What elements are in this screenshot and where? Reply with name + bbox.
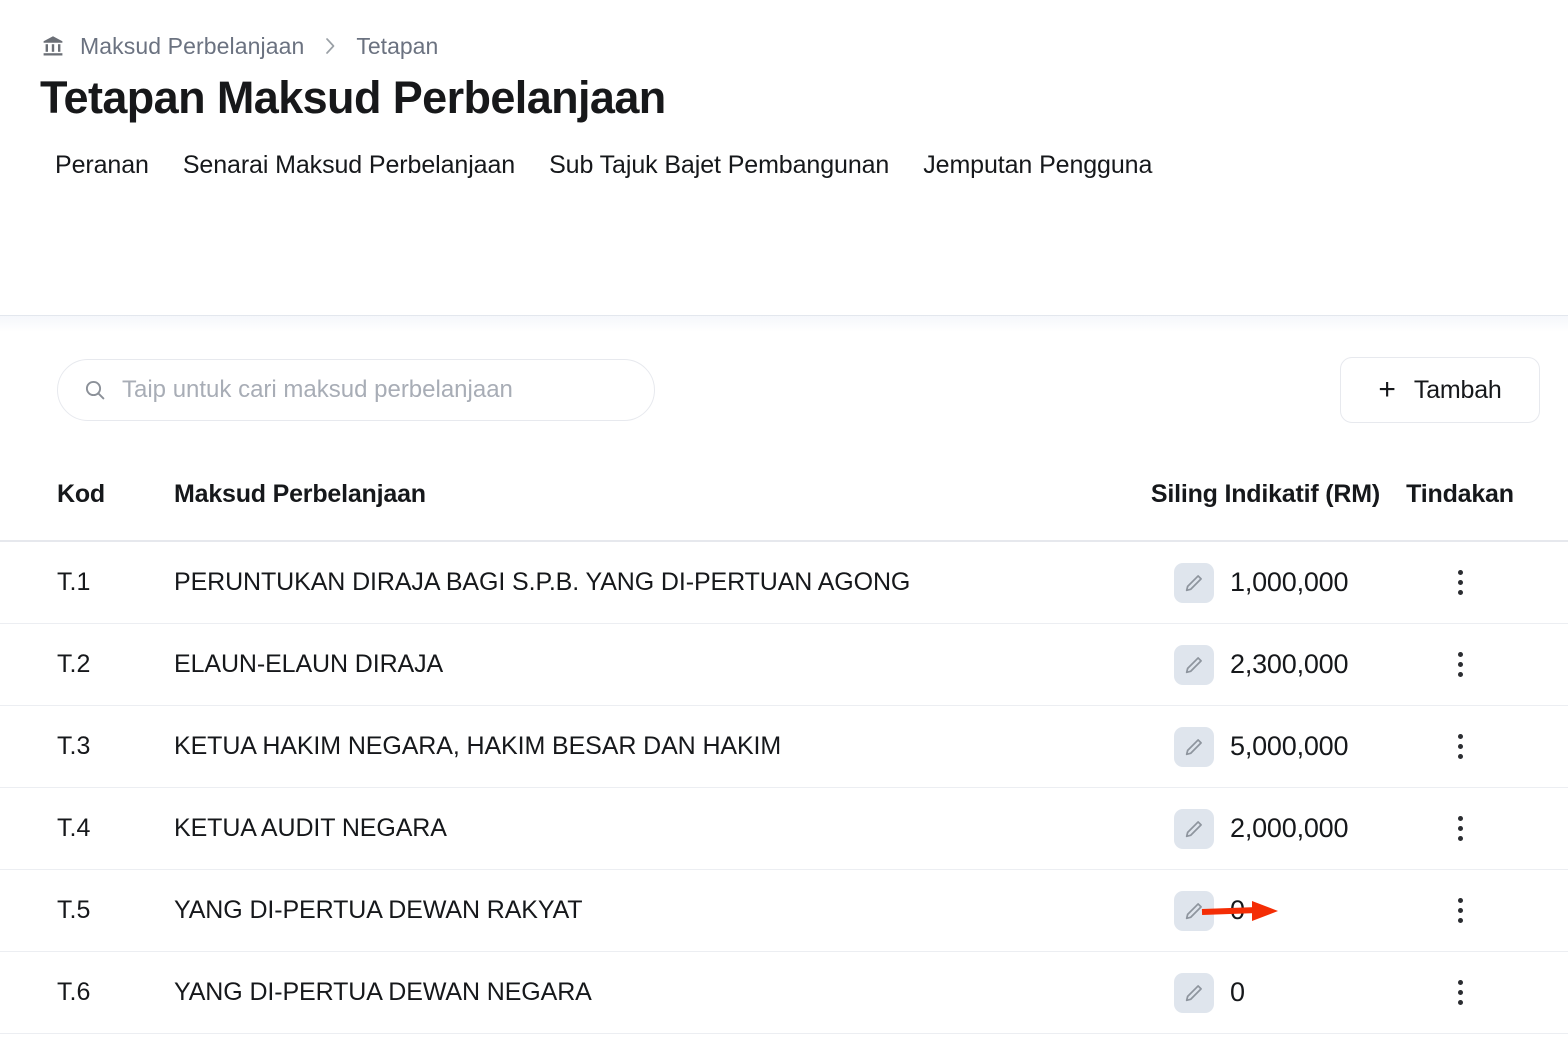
row-kod: T.2	[57, 650, 91, 678]
row-menu-icon[interactable]	[1443, 812, 1477, 846]
row-amount: 5,000,000	[1230, 731, 1349, 761]
row-value-cell: 0	[1060, 890, 1380, 931]
row-menu-icon[interactable]	[1443, 648, 1477, 682]
tab-bar: Peranan Senarai Maksud Perbelanjaan Sub …	[0, 124, 1568, 184]
column-header-name: Maksud Perbelanjaan	[174, 479, 426, 508]
add-button[interactable]: + Tambah	[1340, 357, 1540, 423]
row-amount: 1,000,000	[1230, 567, 1349, 597]
page-title: Tetapan Maksud Perbelanjaan	[40, 72, 666, 123]
row-value-cell: 1,000,000	[1060, 562, 1380, 603]
breadcrumb: Maksud Perbelanjaan Tetapan	[0, 0, 1568, 59]
row-name: PERUNTUKAN DIRAJA BAGI S.P.B. YANG DI-PE…	[174, 568, 911, 596]
tab-sub-tajuk-bajet-pembangunan[interactable]: Sub Tajuk Bajet Pembangunan	[549, 151, 890, 179]
tab-senarai-maksud-perbelanjaan[interactable]: Senarai Maksud Perbelanjaan	[182, 151, 516, 179]
column-header-action: Tindakan	[1406, 479, 1514, 508]
search-input[interactable]	[122, 376, 630, 404]
bank-icon	[40, 33, 66, 59]
toolbar: + Tambah	[0, 332, 1568, 448]
row-action-cell	[1380, 566, 1540, 600]
row-amount: 2,000,000	[1230, 813, 1349, 843]
chevron-right-icon	[318, 35, 342, 57]
row-kod: T.5	[57, 896, 91, 924]
row-value-cell: 5,000,000	[1060, 726, 1380, 767]
row-kod: T.3	[57, 732, 91, 760]
column-header-kod: Kod	[57, 479, 105, 508]
row-menu-icon[interactable]	[1443, 976, 1477, 1010]
maksud-perbelanjaan-table: Kod Maksud Perbelanjaan Siling Indikatif…	[0, 448, 1568, 1034]
section-divider	[0, 315, 1568, 316]
row-action-cell	[1380, 812, 1540, 846]
table-row: T.6 YANG DI-PERTUA DEWAN NEGARA 0	[0, 952, 1568, 1034]
row-kod: T.4	[57, 814, 91, 842]
table-row: T.3 KETUA HAKIM NEGARA, HAKIM BESAR DAN …	[0, 706, 1568, 788]
row-menu-icon[interactable]	[1443, 894, 1477, 928]
row-kod: T.6	[57, 978, 91, 1006]
edit-amount-button[interactable]	[1174, 972, 1214, 1013]
row-value-cell: 2,300,000	[1060, 644, 1380, 685]
table-row: T.1 PERUNTUKAN DIRAJA BAGI S.P.B. YANG D…	[0, 542, 1568, 624]
row-action-cell	[1380, 648, 1540, 682]
table-row: T.2 ELAUN-ELAUN DIRAJA 2,300,000	[0, 624, 1568, 706]
row-value-cell: 0	[1060, 972, 1380, 1013]
table-header-row: Kod Maksud Perbelanjaan Siling Indikatif…	[0, 448, 1568, 542]
search-icon	[82, 377, 108, 403]
tab-jemputan-pengguna[interactable]: Jemputan Pengguna	[923, 151, 1153, 179]
row-amount: 0	[1230, 895, 1245, 925]
row-action-cell	[1380, 894, 1540, 928]
row-action-cell	[1380, 730, 1540, 764]
edit-amount-button[interactable]	[1174, 890, 1214, 931]
row-name: YANG DI-PERTUA DEWAN NEGARA	[174, 978, 592, 1006]
table-row: T.5 YANG DI-PERTUA DEWAN RAKYAT 0	[0, 870, 1568, 952]
row-value-cell: 2,000,000	[1060, 808, 1380, 849]
add-button-label: Tambah	[1413, 375, 1502, 404]
breadcrumb-current: Tetapan	[356, 32, 439, 59]
plus-icon: +	[1378, 373, 1396, 406]
row-name: ELAUN-ELAUN DIRAJA	[174, 650, 444, 678]
row-name: KETUA AUDIT NEGARA	[174, 814, 447, 842]
edit-amount-button[interactable]	[1174, 644, 1214, 685]
row-menu-icon[interactable]	[1443, 566, 1477, 600]
edit-amount-button[interactable]	[1174, 726, 1214, 767]
edit-amount-button[interactable]	[1174, 808, 1214, 849]
table-row: T.4 KETUA AUDIT NEGARA 2,000,000	[0, 788, 1568, 870]
row-name: KETUA HAKIM NEGARA, HAKIM BESAR DAN HAKI…	[174, 732, 782, 760]
tab-peranan[interactable]: Peranan	[55, 151, 149, 179]
search-box[interactable]	[57, 359, 655, 421]
column-header-value: Siling Indikatif (RM)	[1150, 479, 1380, 508]
row-action-cell	[1380, 976, 1540, 1010]
row-amount: 0	[1230, 977, 1245, 1007]
edit-amount-button[interactable]	[1174, 562, 1214, 603]
row-name: YANG DI-PERTUA DEWAN RAKYAT	[174, 896, 583, 924]
row-menu-icon[interactable]	[1443, 730, 1477, 764]
row-amount: 2,300,000	[1230, 649, 1349, 679]
row-kod: T.1	[57, 568, 91, 596]
breadcrumb-root-link[interactable]: Maksud Perbelanjaan	[80, 32, 305, 59]
section-shadow-band	[0, 316, 1568, 332]
